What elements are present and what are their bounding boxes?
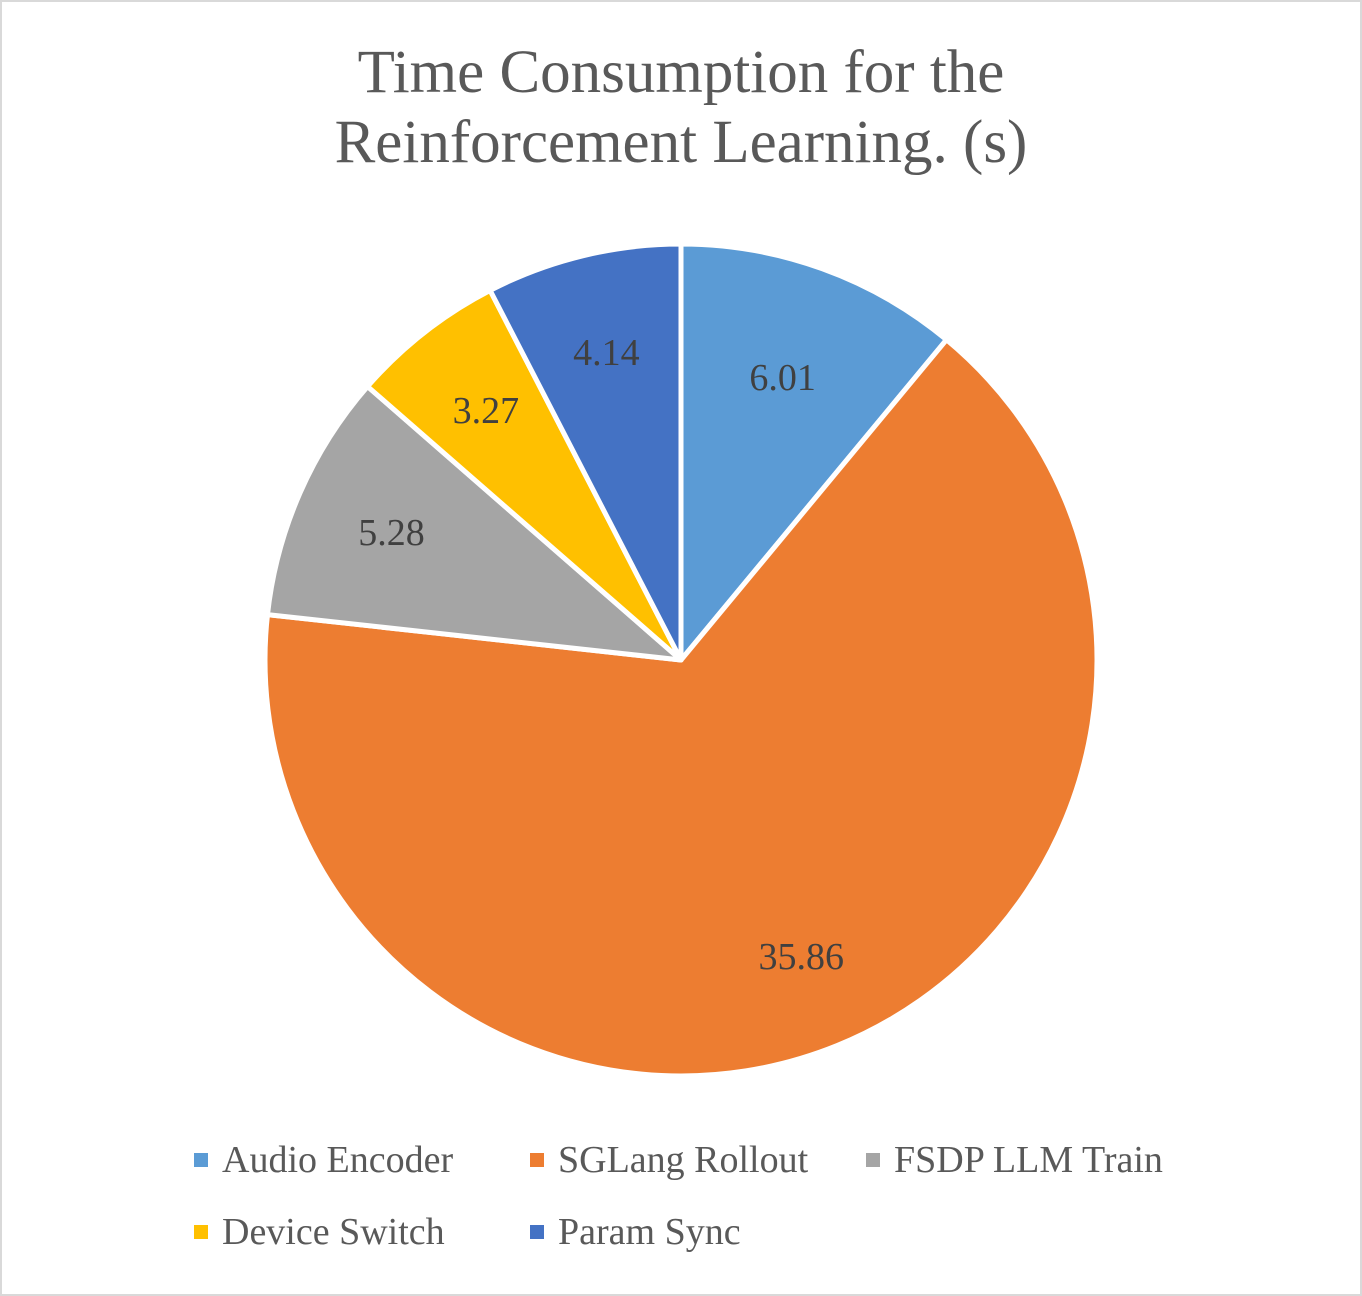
pie-slice-fsdp-llm-train [264,383,684,663]
chart-title: Time Consumption for the Reinforcement L… [0,38,1362,178]
legend-label-device-switch: Device Switch [222,1211,445,1253]
legend-label-param-sync: Param Sync [558,1211,741,1253]
pie-slice-device-switch [365,287,684,663]
pie-slice-sglang-rollout [262,337,1100,1079]
legend-label-sglang-rollout: SGLang Rollout [558,1139,809,1181]
legend-swatch-audio-encoder [194,1153,208,1167]
legend-swatch-device-switch [194,1225,208,1239]
pie-slice-audio-encoder [678,241,949,663]
data-label-audio-encoder: 6.01 [749,357,816,399]
data-label-sglang-rollout: 35.86 [758,936,844,978]
legend-item-device-switch: Device Switch [194,1210,445,1254]
pie-slice-param-sync [487,241,684,663]
legend-swatch-fsdp-llm-train [866,1153,880,1167]
legend-item-fsdp-llm-train: FSDP LLM Train [866,1138,1163,1182]
data-label-fsdp-llm-train: 5.28 [358,512,425,554]
legend-item-param-sync: Param Sync [530,1210,741,1254]
legend-item-sglang-rollout: SGLang Rollout [530,1138,808,1182]
chart-title-line-2: Reinforcement Learning. (s) [334,109,1028,176]
chart-title-line-1: Time Consumption for the [357,39,1005,106]
data-label-param-sync: 4.14 [573,332,640,374]
legend-swatch-sglang-rollout [530,1153,544,1167]
legend-item-audio-encoder: Audio Encoder [194,1138,453,1182]
legend-swatch-param-sync [530,1225,544,1239]
data-label-device-switch: 3.27 [453,390,520,432]
legend-label-audio-encoder: Audio Encoder [222,1139,454,1181]
legend-label-fsdp-llm-train: FSDP LLM Train [894,1139,1163,1181]
